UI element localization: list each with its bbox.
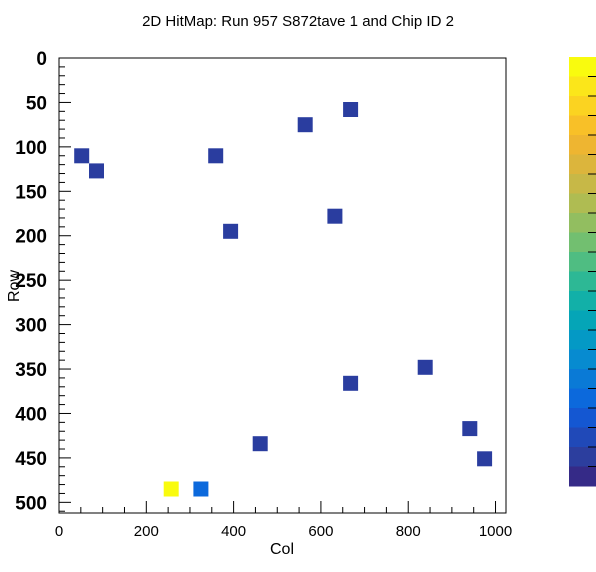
color-scale-step: [569, 310, 596, 331]
y-tick-label: 200: [15, 227, 47, 248]
color-scale-step: [569, 174, 596, 194]
color-scale-step: [569, 271, 596, 292]
chart-title: 2D HitMap: Run 957 S872tave 1 and Chip I…: [142, 13, 454, 30]
color-scale-step: [569, 213, 596, 233]
y-tick-label: 350: [15, 360, 47, 381]
hit-cell: [208, 148, 224, 164]
hit-cell: [252, 436, 268, 452]
hit-cell: [462, 421, 478, 437]
color-scale-step: [569, 466, 596, 487]
color-scale-step: [569, 291, 596, 311]
y-tick-label: 500: [15, 493, 47, 514]
y-tick-label: 50: [26, 93, 47, 114]
hit-cell: [193, 481, 209, 497]
heatmap-marks: [74, 102, 493, 497]
color-scale-step: [569, 330, 596, 350]
y-tick-label: 150: [15, 182, 47, 203]
hit-cell: [223, 223, 239, 239]
hit-cell: [343, 375, 359, 391]
color-scale-step: [569, 252, 596, 272]
hit-cell: [327, 208, 343, 224]
color-scale-bar: [569, 57, 596, 487]
hit-cell: [74, 148, 90, 164]
x-axis-label: Col: [270, 541, 294, 558]
hit-cell: [163, 481, 179, 497]
color-scale-step: [569, 369, 596, 389]
y-tick-label: 300: [15, 316, 47, 337]
hit-cell: [477, 451, 493, 467]
y-axis-label: Row: [6, 270, 23, 302]
color-scale-step: [569, 115, 596, 136]
color-scale-step: [569, 96, 596, 116]
color-scale-step: [569, 349, 596, 370]
color-scale-step: [569, 154, 596, 175]
y-tick-label: 250: [15, 271, 47, 292]
color-scale-step: [569, 76, 596, 97]
x-axis: 0 200 400 600 800 1000: [55, 501, 512, 540]
hit-cell: [343, 102, 359, 117]
x-tick-label: 600: [308, 523, 333, 540]
y-tick-label: 400: [15, 404, 47, 425]
hit-cell: [89, 163, 104, 179]
color-scale-step: [569, 135, 596, 155]
color-scale-step: [569, 193, 596, 214]
color-scale-step: [569, 408, 596, 428]
y-tick-label: 0: [36, 49, 47, 70]
color-scale-step: [569, 388, 596, 409]
color-scale-step: [569, 232, 596, 253]
hit-cell: [297, 117, 313, 133]
color-scale-step: [569, 427, 596, 448]
y-tick-label: 100: [15, 138, 47, 159]
color-scale-step: [569, 447, 596, 467]
hit-cell: [417, 359, 433, 375]
x-tick-label: 800: [396, 523, 421, 540]
color-scale-step: [569, 57, 596, 77]
x-tick-label: 200: [134, 523, 159, 540]
y-axis: 0 50 100 150 200 250 300 350 400 450 500: [15, 49, 71, 514]
y-tick-label: 450: [15, 449, 47, 470]
x-tick-label: 400: [221, 523, 246, 540]
x-tick-label: 1000: [479, 523, 512, 540]
x-tick-label: 0: [55, 523, 63, 540]
plot-frame: [58, 57, 507, 514]
